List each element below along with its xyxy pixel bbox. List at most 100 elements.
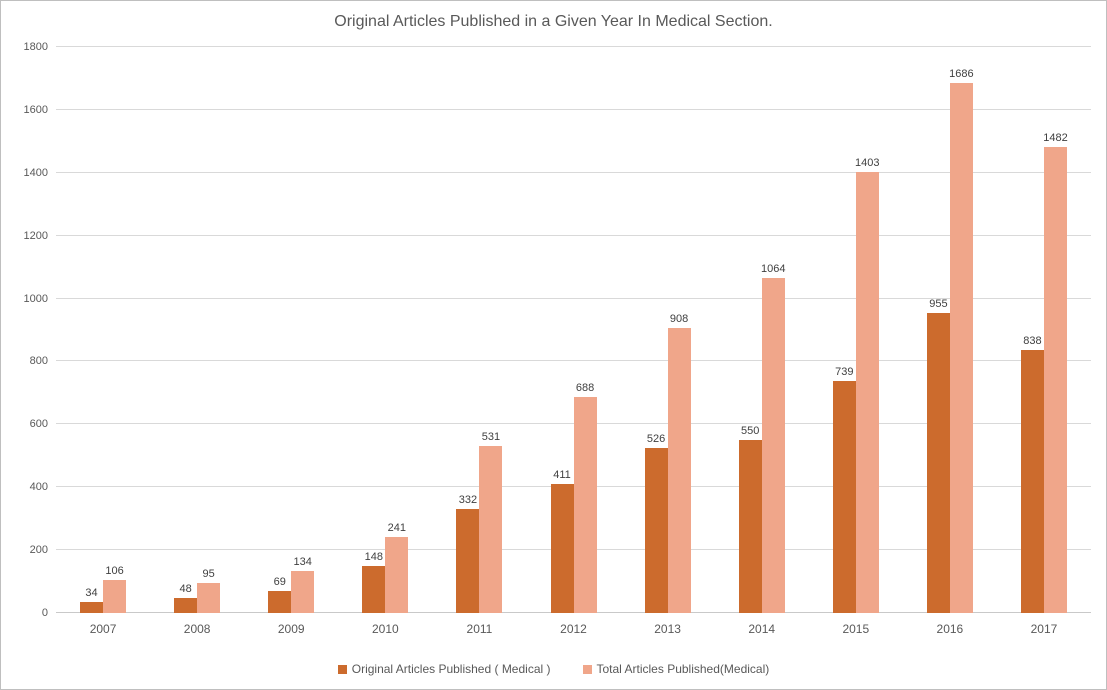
y-tick-label: 200 [29, 544, 48, 557]
bar-group-2012: 411 688 [526, 47, 620, 613]
bar-slot: 1064 [760, 47, 786, 613]
bar-value-label: 908 [669, 312, 689, 325]
gridline [56, 297, 1091, 299]
bar-slot: 1403 [855, 47, 880, 613]
bar-group-2007: 34 106 [56, 47, 150, 613]
bar-slot: 69 [268, 47, 292, 613]
y-tick-label: 1200 [23, 229, 48, 242]
bar-slot: 241 [385, 47, 409, 613]
y-tick-label: 600 [29, 418, 48, 431]
bar-slot: 411 [550, 47, 574, 613]
bar-slot: 95 [197, 47, 221, 613]
bar-group-2008: 48 95 [150, 47, 244, 613]
bar-series-2-2017 [1043, 147, 1067, 613]
bar-series-1-2013 [644, 447, 668, 613]
bar-series-2-2015 [855, 171, 879, 613]
bar-slot: 48 [174, 47, 198, 613]
legend: Original Articles Published ( Medical ) T… [1, 662, 1106, 676]
bar-group-2009: 69 134 [244, 47, 338, 613]
bar-group-2010: 148 241 [338, 47, 432, 613]
bar-value-label: 526 [646, 432, 666, 445]
bar-series-1-2011 [456, 508, 480, 613]
x-tick-label: 2010 [371, 622, 399, 636]
bar-series-2-2008 [197, 583, 221, 613]
bar-series-1-2016 [926, 312, 950, 613]
y-tick-label: 1000 [23, 292, 48, 305]
bar-value-label: 148 [364, 551, 384, 564]
bar-value-label: 1686 [949, 67, 974, 80]
bar-slot: 332 [456, 47, 480, 613]
x-tick-label: 2009 [277, 622, 305, 636]
bar-value-label: 69 [273, 576, 286, 589]
y-tick-label: 1800 [23, 41, 48, 53]
bar-slot: 550 [738, 47, 762, 613]
x-tick-label: 2013 [654, 622, 681, 636]
legend-label: Original Articles Published ( Medical ) [351, 662, 551, 676]
x-tick-label: 2016 [936, 622, 964, 636]
bar-value-label: 34 [85, 587, 98, 600]
bar-slot: 1482 [1043, 47, 1068, 613]
bar-slot: 739 [832, 47, 856, 613]
y-axis-labels: 0 200 400 600 800 1000 1200 1400 1600 1800 [9, 41, 48, 619]
x-tick-label: 2015 [842, 622, 870, 636]
legend-item: Original Articles Published ( Medical ) [337, 662, 551, 676]
bar-value-label: 332 [458, 493, 478, 506]
bar-series-1-2015 [832, 380, 856, 613]
bar-groups: 34 106 48 95 69 134 148 241 332 531 411 688 526 908 55… [56, 47, 1091, 613]
bar-series-1-2012 [550, 483, 574, 613]
y-tick-label: 1600 [23, 103, 48, 116]
bar-slot: 134 [291, 47, 315, 613]
bar-series-2-2014 [761, 278, 785, 613]
bar-value-label: 1064 [760, 263, 786, 276]
x-axis-labels: 2007 2008 2009 2010 2011 2012 2013 2014 2015 2016… [56, 622, 1091, 636]
y-tick-label: 0 [41, 607, 48, 619]
legend-item: Total Articles Published(Medical) [582, 662, 770, 676]
legend-label: Total Articles Published(Medical) [596, 662, 770, 676]
bar-value-label: 531 [481, 431, 501, 444]
bar-group-2017: 838 1482 [997, 47, 1091, 613]
bar-series-1-2009 [268, 591, 292, 613]
legend-swatch-icon [582, 664, 592, 674]
y-tick-label: 800 [29, 355, 48, 368]
y-tick-label: 400 [29, 481, 48, 494]
bar-value-label: 838 [1023, 334, 1042, 347]
bar-value-label: 955 [929, 297, 948, 310]
bar-slot: 838 [1020, 47, 1044, 613]
x-tick-label: 2014 [748, 622, 776, 636]
bar-series-1-2007 [80, 602, 104, 613]
bar-series-1-2014 [738, 440, 762, 613]
x-tick-label: 2012 [560, 622, 587, 636]
gridline [56, 108, 1091, 110]
bar-value-label: 48 [179, 582, 192, 595]
bar-value-label: 1482 [1043, 132, 1068, 144]
bar-group-2015: 739 1403 [809, 47, 903, 613]
bar-slot: 531 [479, 47, 503, 613]
x-tick-label: 2007 [89, 622, 117, 636]
bar-value-label: 688 [575, 381, 595, 394]
bar-value-label: 95 [202, 568, 215, 581]
plot-area: 34 106 48 95 69 134 148 241 332 531 411 688 526 908 55… [56, 46, 1091, 613]
bar-slot: 1686 [949, 47, 974, 613]
bar-series-1-2010 [362, 566, 386, 613]
bar-value-label: 550 [741, 425, 760, 438]
x-tick-label: 2017 [1030, 622, 1058, 636]
gridline [56, 46, 1091, 47]
gridline [56, 234, 1091, 236]
bar-slot: 955 [926, 47, 950, 613]
chart-title: Original Articles Published in a Given Y… [334, 13, 773, 30]
bar-value-label: 134 [293, 555, 312, 568]
bar-slot: 148 [362, 47, 386, 613]
legend-swatch-icon [337, 664, 347, 674]
gridline [56, 171, 1091, 173]
bar-group-2013: 526 908 [621, 47, 715, 613]
gridline [56, 360, 1091, 362]
bar-value-label: 106 [105, 564, 124, 577]
bar-slot: 688 [573, 47, 597, 613]
bar-series-2-2009 [291, 570, 315, 613]
bar-series-2-2016 [949, 82, 973, 613]
bar-value-label: 739 [835, 365, 854, 378]
x-tick-label: 2011 [466, 622, 493, 636]
y-tick-label: 1400 [23, 166, 48, 179]
bar-series-2-2010 [385, 537, 409, 613]
